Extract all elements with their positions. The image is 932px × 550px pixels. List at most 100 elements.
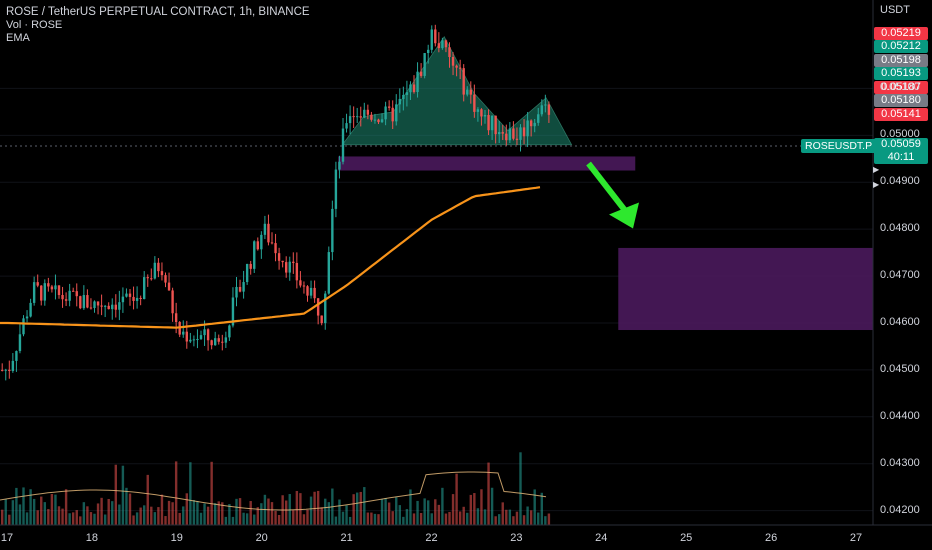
candle-body xyxy=(263,223,267,235)
candle-body xyxy=(114,304,117,310)
candle-body xyxy=(522,127,526,137)
volume-bar xyxy=(324,498,327,525)
candle-body xyxy=(57,285,61,295)
candle-body xyxy=(398,98,401,105)
volume-bar xyxy=(82,502,86,525)
volume-bar xyxy=(373,513,377,525)
volume-bar xyxy=(160,494,164,525)
candle-body xyxy=(494,115,497,135)
volume-bar xyxy=(245,513,249,525)
volume-bar xyxy=(22,487,25,525)
candle-body xyxy=(306,286,309,296)
arrow-shaft xyxy=(586,161,628,213)
symbol-title[interactable]: ROSE / TetherUS PERPETUAL CONTRACT, 1h, … xyxy=(6,6,310,18)
volume-bar xyxy=(253,514,256,525)
price-axis-label: 0.04300 xyxy=(880,456,920,469)
currency-label[interactable]: USDT xyxy=(880,4,910,16)
volume-bar xyxy=(228,504,231,525)
volume-bar xyxy=(4,499,7,525)
candle-body xyxy=(341,128,345,162)
volume-bar xyxy=(547,513,551,525)
volume-bar xyxy=(249,501,252,525)
volume-bar xyxy=(206,506,210,525)
candle-body xyxy=(36,282,39,286)
volume-bar xyxy=(64,489,68,525)
volume-bar xyxy=(537,512,540,525)
candle-body xyxy=(203,329,206,336)
candle-body xyxy=(331,208,334,253)
volume-bar xyxy=(93,513,96,525)
volume-bar xyxy=(146,474,149,525)
volume-bar xyxy=(544,516,547,525)
candle-body xyxy=(231,297,235,326)
volume-bar xyxy=(125,487,128,525)
candle-body xyxy=(320,315,323,324)
price-tag: 0.05193 xyxy=(874,67,928,81)
candle-body xyxy=(295,262,299,281)
price-tag: 0.05198 xyxy=(874,53,928,67)
candle-body xyxy=(50,286,54,290)
candle-body xyxy=(82,295,86,309)
candle-body xyxy=(146,277,149,279)
candle-body xyxy=(40,285,43,301)
volume-bar xyxy=(86,506,89,525)
time-axis-label: 26 xyxy=(764,532,778,544)
candle-body xyxy=(153,262,157,279)
volume-bar xyxy=(533,489,536,525)
volume-bar xyxy=(43,502,46,525)
candle-body xyxy=(64,299,68,301)
volume-bar xyxy=(341,511,345,525)
price-axis-label: 0.04800 xyxy=(880,222,920,235)
volume-bar xyxy=(430,513,433,525)
head-shoulders-pattern xyxy=(341,36,573,146)
volume-bar xyxy=(75,510,78,525)
symbol-price-tag: ROSEUSDT.P xyxy=(801,139,877,153)
volume-indicator-label[interactable]: Vol · ROSE xyxy=(6,19,63,31)
time-axis-label: 19 xyxy=(170,532,183,544)
price-tag: 0.05219 xyxy=(874,26,928,40)
candle-body xyxy=(430,29,433,50)
volume-bar xyxy=(427,500,430,525)
volume-bar xyxy=(519,452,522,525)
ema-indicator-label[interactable]: EMA xyxy=(6,32,30,44)
candle-body xyxy=(4,369,7,371)
zones xyxy=(338,156,873,331)
candle-body xyxy=(75,291,78,297)
volume-bar xyxy=(40,496,43,525)
volume-bar xyxy=(515,511,519,525)
volume-bar xyxy=(540,492,543,525)
candle-body xyxy=(270,242,274,244)
grid xyxy=(0,87,873,512)
candle-body xyxy=(121,296,125,303)
volume-bar xyxy=(327,502,330,525)
candle-body xyxy=(348,116,352,124)
volume-bar xyxy=(505,509,508,525)
volume-bar xyxy=(302,514,306,525)
volume-ma-line xyxy=(0,471,547,511)
volume-bar xyxy=(380,498,384,525)
time-axis-label: 23 xyxy=(510,532,523,544)
candle-body xyxy=(419,71,423,76)
volume-bar xyxy=(167,500,171,525)
volume-bar xyxy=(178,512,181,525)
candle-body xyxy=(338,161,341,170)
volume-bar xyxy=(356,492,359,525)
candle-body xyxy=(150,278,153,280)
volume-bar xyxy=(309,496,313,525)
volume-bar xyxy=(36,510,39,525)
volume-bar xyxy=(68,513,71,525)
candle-body xyxy=(363,109,366,118)
candle-body xyxy=(458,67,462,69)
candle-body xyxy=(267,223,270,243)
candle-body xyxy=(125,293,128,297)
candle-body xyxy=(15,351,18,361)
candle-body xyxy=(544,104,547,106)
volume-bar xyxy=(96,503,100,525)
volume-bar xyxy=(150,506,153,525)
volume-bar xyxy=(352,494,355,525)
candle-body xyxy=(206,329,210,341)
candle-body xyxy=(68,290,71,301)
candle-body xyxy=(380,119,384,123)
candle-body xyxy=(412,84,416,93)
